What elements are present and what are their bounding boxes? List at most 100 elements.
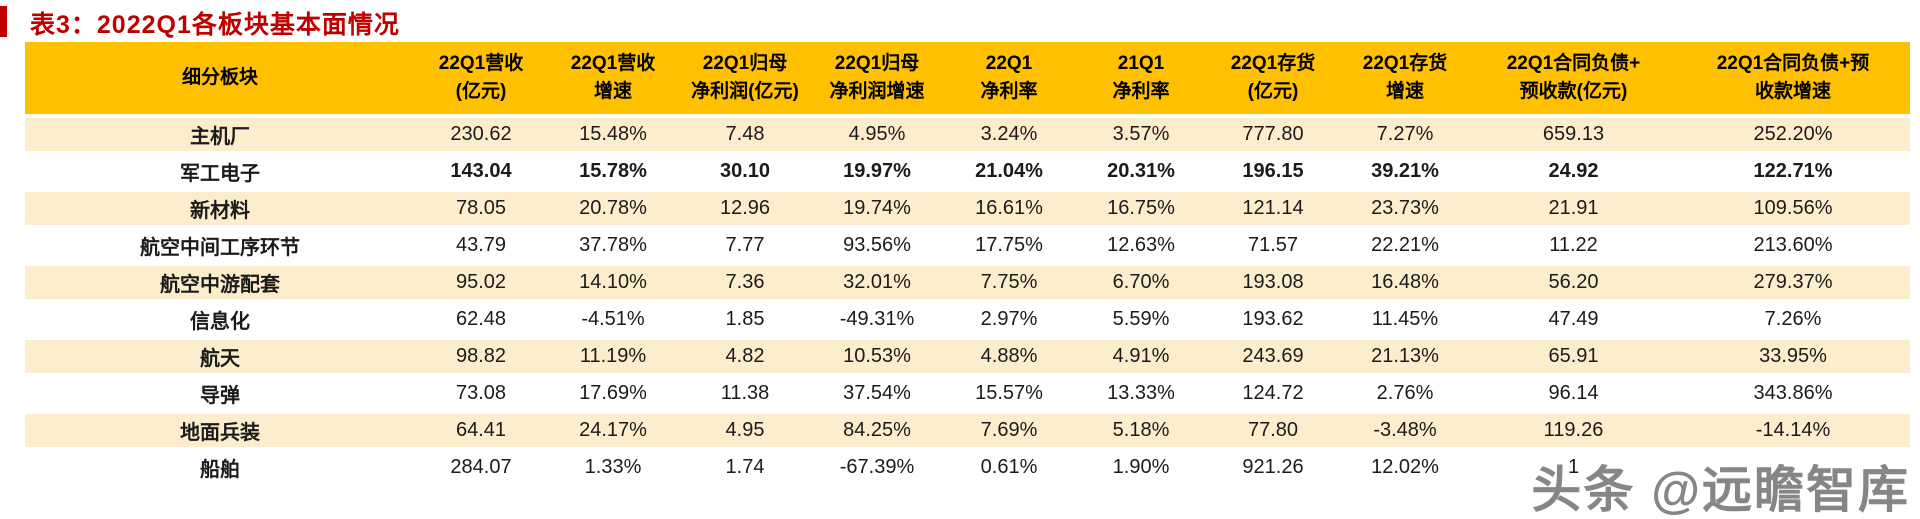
value-cell: 19.97% bbox=[811, 155, 943, 188]
column-header-line: 净利润增速 bbox=[829, 81, 925, 102]
value-cell: 1.85 bbox=[679, 303, 811, 336]
sector-name-cell: 地面兵装 bbox=[25, 414, 415, 447]
value-cell: 5.59% bbox=[1075, 303, 1207, 336]
value-cell: -3.48% bbox=[1339, 414, 1471, 447]
value-cell: 62.48 bbox=[415, 303, 547, 336]
column-header-10: 22Q1合同负债+预 收款增速 bbox=[1676, 42, 1910, 114]
table-row: 信息化 62.48 -4.51% 1.85 -49.31% 2.97% 5.59% 193.6… bbox=[25, 303, 1910, 336]
column-header-line: (亿元) bbox=[1247, 81, 1299, 102]
value-cell: 65.91 bbox=[1471, 340, 1676, 373]
value-cell: 20.78% bbox=[547, 192, 679, 225]
value-cell: 16.48% bbox=[1339, 266, 1471, 299]
value-cell: 12.96 bbox=[679, 192, 811, 225]
value-cell: 64.41 bbox=[415, 414, 547, 447]
value-cell: 196.15 bbox=[1207, 155, 1339, 188]
value-cell: 343.86% bbox=[1676, 377, 1910, 410]
value-cell: 121.14 bbox=[1207, 192, 1339, 225]
value-cell: 47.49 bbox=[1471, 303, 1676, 336]
column-header-5: 22Q1 净利率 bbox=[943, 42, 1075, 114]
value-cell: 15.57% bbox=[943, 377, 1075, 410]
value-cell: 77.80 bbox=[1207, 414, 1339, 447]
value-cell: 71.57 bbox=[1207, 229, 1339, 262]
value-cell: 143.04 bbox=[415, 155, 547, 188]
value-cell: 98.82 bbox=[415, 340, 547, 373]
value-cell: 93.56% bbox=[811, 229, 943, 262]
value-cell: 20.31% bbox=[1075, 155, 1207, 188]
value-cell: 193.08 bbox=[1207, 266, 1339, 299]
column-header-4: 22Q1归母 净利润增速 bbox=[811, 42, 943, 114]
value-cell: 15.78% bbox=[547, 155, 679, 188]
column-header-1: 22Q1营收 (亿元) bbox=[415, 42, 547, 114]
value-cell: 122.71% bbox=[1676, 155, 1910, 188]
column-header-line: 22Q1营收 bbox=[570, 52, 656, 74]
column-header-2: 22Q1营收 增速 bbox=[547, 42, 679, 114]
value-cell: 7.27% bbox=[1339, 118, 1471, 151]
value-cell: 84.25% bbox=[811, 414, 943, 447]
value-cell: 4.88% bbox=[943, 340, 1075, 373]
sector-name-cell: 航空中游配套 bbox=[25, 266, 415, 299]
column-header-line: 预收款(亿元) bbox=[1519, 81, 1628, 102]
value-cell: 1 bbox=[1471, 451, 1676, 484]
value-cell: 22.21% bbox=[1339, 229, 1471, 262]
value-cell: -67.39% bbox=[811, 451, 943, 484]
value-cell: 73.08 bbox=[415, 377, 547, 410]
value-cell: 37.54% bbox=[811, 377, 943, 410]
value-cell: 3.57% bbox=[1075, 118, 1207, 151]
column-header-line: 22Q1归母 bbox=[834, 52, 920, 74]
sector-name-cell: 主机厂 bbox=[25, 118, 415, 151]
table-title: 表3：2022Q1各板块基本面情况 bbox=[30, 11, 400, 39]
table-row: 军工电子 143.04 15.78% 30.10 19.97% 21.04% 20.31% 1… bbox=[25, 155, 1910, 188]
value-cell: -4.51% bbox=[547, 303, 679, 336]
value-cell: 11.19% bbox=[547, 340, 679, 373]
value-cell: 24.92 bbox=[1471, 155, 1676, 188]
value-cell: 252.20% bbox=[1676, 118, 1910, 151]
fundamentals-table: 细分板块 22Q1营收 (亿元) 22Q1营收 增速 22Q1归母 净利润(亿元) 22Q1归… bbox=[25, 38, 1910, 488]
value-cell: 109.56% bbox=[1676, 192, 1910, 225]
column-header-line: (亿元) bbox=[455, 81, 507, 102]
value-cell: 17.75% bbox=[943, 229, 1075, 262]
value-cell: 7.36 bbox=[679, 266, 811, 299]
value-cell: 7.48 bbox=[679, 118, 811, 151]
value-cell: 777.80 bbox=[1207, 118, 1339, 151]
value-cell: 14.10% bbox=[547, 266, 679, 299]
value-cell: 4.91% bbox=[1075, 340, 1207, 373]
column-header-9: 22Q1合同负债+ 预收款(亿元) bbox=[1471, 42, 1676, 114]
column-header-line: 净利率 bbox=[1112, 81, 1170, 102]
value-cell: 7.69% bbox=[943, 414, 1075, 447]
column-header-7: 22Q1存货 (亿元) bbox=[1207, 42, 1339, 114]
value-cell: 39.21% bbox=[1339, 155, 1471, 188]
value-cell: 12.02% bbox=[1339, 451, 1471, 484]
column-header-line: 收款增速 bbox=[1754, 81, 1831, 102]
column-header-line: 净利率 bbox=[980, 81, 1038, 102]
value-cell: 3.24% bbox=[943, 118, 1075, 151]
column-header-line: 22Q1合同负债+预 bbox=[1716, 52, 1870, 74]
sector-name-cell: 船舶 bbox=[25, 451, 415, 484]
value-cell: 21.91 bbox=[1471, 192, 1676, 225]
sector-name-cell: 新材料 bbox=[25, 192, 415, 225]
value-cell: 119.26 bbox=[1471, 414, 1676, 447]
value-cell: 21.04% bbox=[943, 155, 1075, 188]
header-row: 细分板块 22Q1营收 (亿元) 22Q1营收 增速 22Q1归母 净利润(亿元) 22Q1归… bbox=[25, 42, 1910, 114]
column-header-line: 22Q1营收 bbox=[438, 52, 524, 74]
watermark-text: 头条 @远瞻智库 bbox=[1531, 462, 1910, 518]
value-cell: 921.26 bbox=[1207, 451, 1339, 484]
value-cell: 4.95 bbox=[679, 414, 811, 447]
value-cell: 96.14 bbox=[1471, 377, 1676, 410]
value-cell: -49.31% bbox=[811, 303, 943, 336]
value-cell: 0.61% bbox=[943, 451, 1075, 484]
value-cell: 1.74 bbox=[679, 451, 811, 484]
value-cell: 213.60% bbox=[1676, 229, 1910, 262]
column-header-line: 22Q1归母 bbox=[702, 52, 788, 74]
value-cell: 13.33% bbox=[1075, 377, 1207, 410]
title-accent-bar bbox=[0, 6, 7, 37]
value-cell: 7.77 bbox=[679, 229, 811, 262]
value-cell: 32.01% bbox=[811, 266, 943, 299]
value-cell: 33.95% bbox=[1676, 340, 1910, 373]
table-row: 航天 98.82 11.19% 4.82 10.53% 4.88% 4.91% 243.69 2… bbox=[25, 340, 1910, 373]
value-cell: 4.95% bbox=[811, 118, 943, 151]
value-cell: 30.10 bbox=[679, 155, 811, 188]
table-row: 导弹 73.08 17.69% 11.38 37.54% 15.57% 13.33% 124.… bbox=[25, 377, 1910, 410]
column-header-line: 增速 bbox=[593, 81, 632, 102]
value-cell: 284.07 bbox=[415, 451, 547, 484]
value-cell: 6.70% bbox=[1075, 266, 1207, 299]
